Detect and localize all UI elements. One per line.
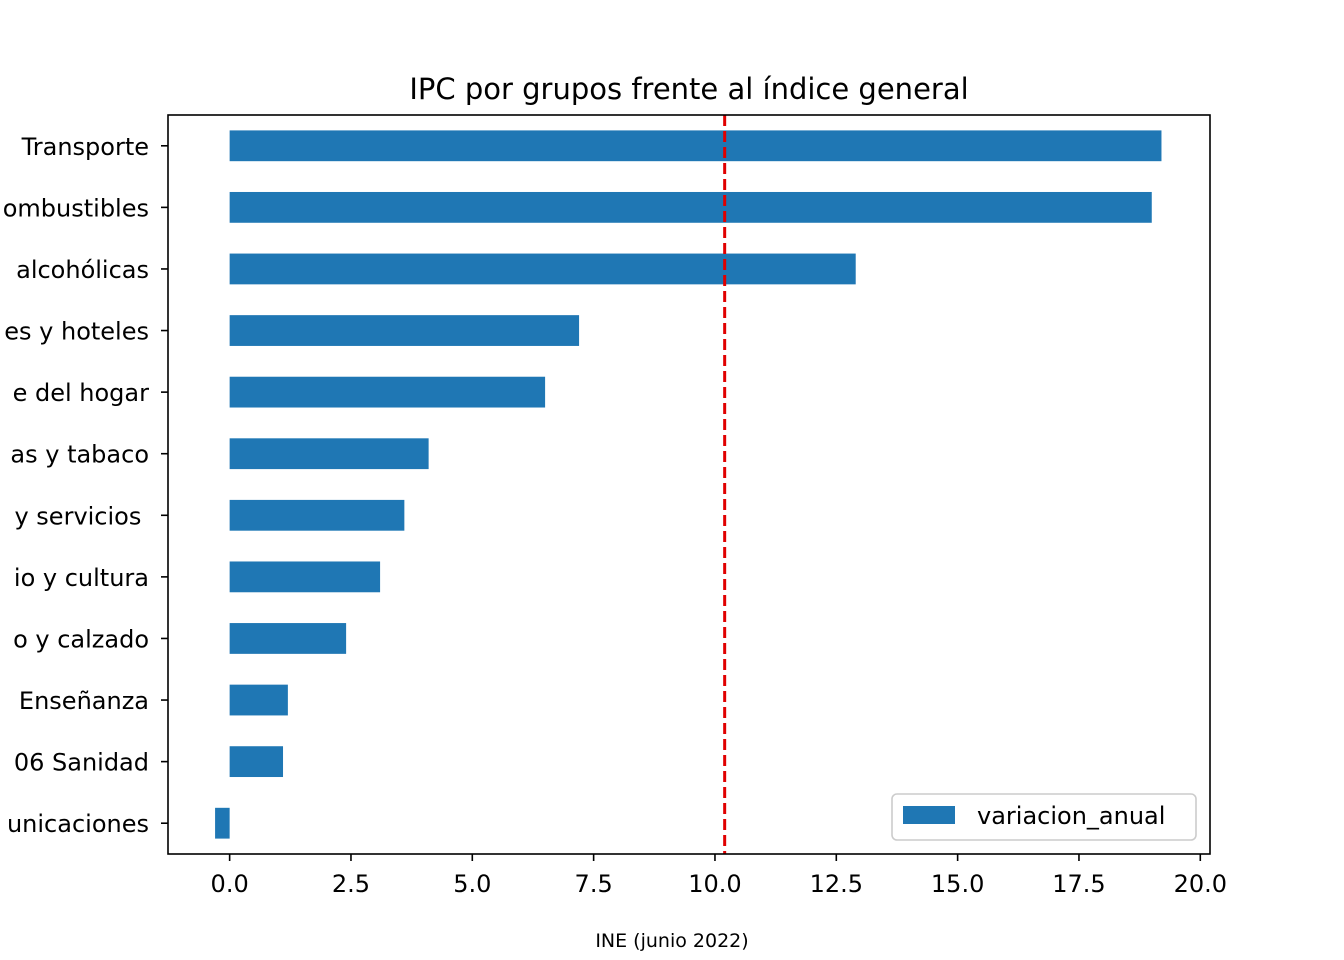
x-tick-label: 17.5 — [1052, 870, 1105, 898]
plot-frame — [167, 114, 1211, 855]
x-tick-label: 12.5 — [810, 870, 863, 898]
legend-box — [891, 793, 1197, 841]
chart-title: IPC por grupos frente al índice general — [409, 72, 968, 106]
axes-layer: 0.0 2.5 5.0 7.5 10.0 12.5 15.0 17.5 20.0 Transpor… — [3, 114, 1227, 898]
x-tick-label: 7.5 — [575, 870, 613, 898]
y-tick-label: o y calzado — [13, 625, 149, 653]
bar — [229, 684, 288, 716]
x-tick-label: 10.0 — [688, 870, 741, 898]
y-tick-label: es y hoteles — [4, 318, 149, 346]
y-tick-label: as y tabaco — [10, 441, 149, 469]
x-tick-label: 0.0 — [211, 870, 249, 898]
bars-layer — [215, 130, 1162, 839]
y-tick-label: Enseñanza — [19, 687, 149, 715]
bar — [229, 623, 347, 654]
bar — [229, 315, 580, 346]
legend: variacion_anual — [891, 793, 1197, 841]
x-tick-label: 5.0 — [453, 870, 491, 898]
y-tick-label: Transporte — [21, 133, 149, 161]
bar — [229, 746, 284, 778]
source-note: INE (junio 2022) — [595, 930, 749, 952]
bar — [215, 807, 230, 839]
bar — [229, 191, 1152, 223]
x-tick-label: 15.0 — [931, 870, 984, 898]
y-tick-label: unicaciones — [7, 810, 149, 838]
legend-swatch — [903, 806, 955, 824]
y-tick-label: ombustibles — [3, 194, 149, 222]
y-tick-label: 06 Sanidad — [14, 749, 149, 777]
bar — [229, 253, 856, 285]
legend-label: variacion_anual — [977, 802, 1165, 830]
x-tick-label: 2.5 — [332, 870, 370, 898]
bar — [229, 130, 1162, 162]
y-tick-label: alcohólicas — [16, 256, 149, 284]
bar — [229, 376, 546, 408]
bar — [229, 438, 429, 470]
y-tick-label: y servicios — [14, 502, 149, 530]
x-tick-label: 20.0 — [1174, 870, 1227, 898]
y-tick-label: e del hogar — [13, 379, 150, 407]
bar — [229, 499, 405, 531]
y-tick-label: io y cultura — [14, 564, 149, 592]
bar — [229, 561, 381, 593]
